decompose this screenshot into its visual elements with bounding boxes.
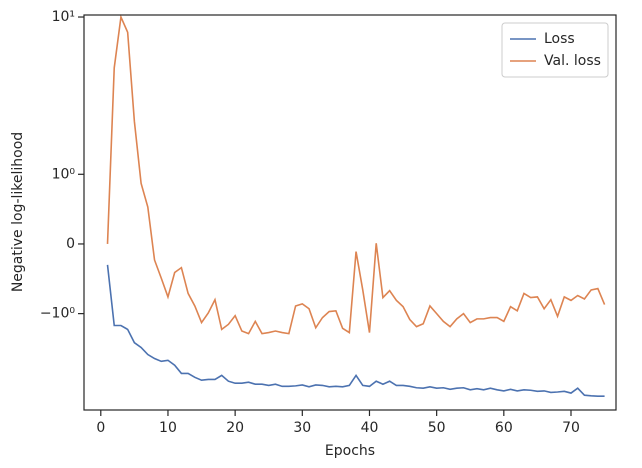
x-tick-label: 50 [428, 420, 446, 436]
x-tick-label: 20 [226, 420, 244, 436]
y-tick-label: 10¹ [52, 9, 75, 25]
legend: Loss Val. loss [501, 22, 609, 78]
plot-frame [83, 14, 617, 411]
x-axis-label: Epochs [325, 443, 375, 459]
y-tick-label: 0 [66, 236, 75, 252]
y-axis-label: Negative log-likelihood [10, 132, 26, 292]
x-tick-label: 30 [293, 420, 311, 436]
x-tick-label: 10 [159, 420, 177, 436]
y-tick-label: −10⁰ [40, 306, 76, 322]
x-tick-label: 70 [562, 420, 580, 436]
legend-label: Val. loss [544, 53, 601, 69]
y-tick-label: 10⁰ [52, 166, 76, 182]
x-tick-label: 0 [96, 420, 105, 436]
line-series [106, 14, 606, 335]
legend-label: Loss [544, 31, 575, 47]
line-series [106, 264, 605, 397]
legend-box [501, 22, 609, 78]
x-tick-label: 40 [361, 420, 379, 436]
x-tick-label: 60 [495, 420, 513, 436]
